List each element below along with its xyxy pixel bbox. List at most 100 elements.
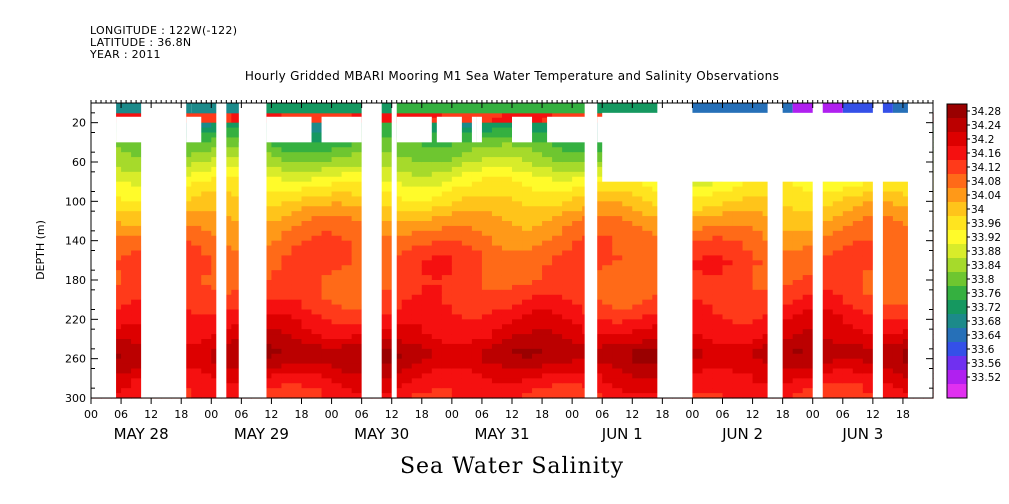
heatmap-cell <box>481 132 493 139</box>
heatmap-cell <box>692 363 704 370</box>
heatmap-cell <box>181 373 192 379</box>
heatmap-cell <box>191 304 202 311</box>
heatmap-cell <box>201 127 212 134</box>
heatmap-cell <box>892 334 904 340</box>
heatmap-cell <box>832 216 844 222</box>
heatmap-cell <box>131 309 142 316</box>
heatmap-cell <box>121 181 132 188</box>
heatmap-cell <box>381 186 393 193</box>
heatmap-cell <box>862 324 874 330</box>
heatmap-cell <box>291 245 303 252</box>
heatmap-cell <box>552 230 563 237</box>
heatmap-cell <box>532 171 543 178</box>
heatmap-cell <box>852 299 864 306</box>
heatmap-cell <box>862 314 874 320</box>
heatmap-cell <box>231 162 242 168</box>
heatmap-cell <box>792 260 804 266</box>
heatmap-cell <box>632 363 643 370</box>
heatmap-cell <box>351 250 363 257</box>
heatmap-cell <box>381 117 393 124</box>
heatmap-cell <box>351 157 363 163</box>
heatmap-cell <box>542 142 553 148</box>
heatmap-cell <box>451 162 463 168</box>
heatmap-cell <box>311 393 323 399</box>
heatmap-cell <box>692 383 704 389</box>
heatmap-cell <box>852 216 864 222</box>
heatmap-cell <box>391 235 403 242</box>
heatmap-cell <box>261 255 273 261</box>
heatmap-cell <box>301 147 313 153</box>
heatmap-cell <box>501 206 513 212</box>
y-tick-label: 260 <box>65 353 86 366</box>
heatmap-cell <box>532 235 543 242</box>
heatmap-cell <box>622 280 633 286</box>
heatmap-cell <box>512 240 523 247</box>
heatmap-cell <box>401 162 413 168</box>
heatmap-cell <box>622 358 633 365</box>
heatmap-cell <box>441 186 453 193</box>
heatmap-cell <box>842 280 854 286</box>
heatmap-cell <box>532 368 543 375</box>
heatmap-cell <box>832 186 844 193</box>
heatmap-cell <box>431 329 443 335</box>
heatmap-cell <box>832 388 844 394</box>
heatmap-cell <box>301 152 313 158</box>
heatmap-cell <box>271 112 283 119</box>
heatmap-cell <box>822 343 834 350</box>
heatmap-cell <box>602 255 613 261</box>
heatmap-cell <box>301 240 313 247</box>
heatmap-cell <box>381 289 393 296</box>
heatmap-cell <box>191 309 202 316</box>
heatmap-cell <box>291 348 303 355</box>
heatmap-cell <box>562 186 573 193</box>
heatmap-cell <box>692 270 704 276</box>
heatmap-cell <box>401 393 413 399</box>
heatmap-cell <box>792 225 804 232</box>
heatmap-cell <box>501 137 513 143</box>
heatmap-cell <box>471 181 483 188</box>
heatmap-cell <box>301 255 313 261</box>
heatmap-cell <box>491 245 503 252</box>
heatmap-cell <box>311 245 323 252</box>
heatmap-cell <box>562 181 573 188</box>
heatmap-cell <box>622 221 633 227</box>
heatmap-cell <box>201 142 212 148</box>
heatmap-cell <box>481 309 493 316</box>
heatmap-cell <box>481 176 493 183</box>
heatmap-cell <box>291 201 303 207</box>
heatmap-cell <box>381 299 393 306</box>
heatmap-cell <box>782 378 794 384</box>
heatmap-cell <box>391 363 403 370</box>
heatmap-cell <box>522 373 533 379</box>
heatmap-cell <box>281 275 293 281</box>
heatmap-cell <box>742 368 754 375</box>
heatmap-cell <box>862 284 874 291</box>
heatmap-cell <box>522 196 533 202</box>
heatmap-cell <box>572 171 583 178</box>
heatmap-cell <box>532 162 543 168</box>
heatmap-cell <box>522 152 533 158</box>
heatmap-cell <box>201 289 212 296</box>
heatmap-cell <box>562 216 573 222</box>
heatmap-cell <box>802 221 814 227</box>
heatmap-cell <box>301 235 313 242</box>
heatmap-cell <box>201 166 212 173</box>
heatmap-cell <box>882 250 894 257</box>
heatmap-cell <box>291 289 303 296</box>
heatmap-cell <box>431 255 443 261</box>
heatmap-cell <box>181 196 192 202</box>
heatmap-cell <box>381 171 393 178</box>
heatmap-cell <box>291 358 303 365</box>
heatmap-cell <box>351 235 363 242</box>
heatmap-cell <box>291 240 303 247</box>
heatmap-cell <box>642 378 653 384</box>
heatmap-cell <box>191 176 202 183</box>
heatmap-cell <box>221 250 232 257</box>
heatmap-cell <box>822 235 834 242</box>
heatmap-cell <box>592 334 603 340</box>
heatmap-cell <box>512 383 523 389</box>
heatmap-cell <box>411 255 423 261</box>
heatmap-cell <box>622 186 633 193</box>
heatmap-cell <box>532 275 543 281</box>
heatmap-cell <box>231 280 242 286</box>
